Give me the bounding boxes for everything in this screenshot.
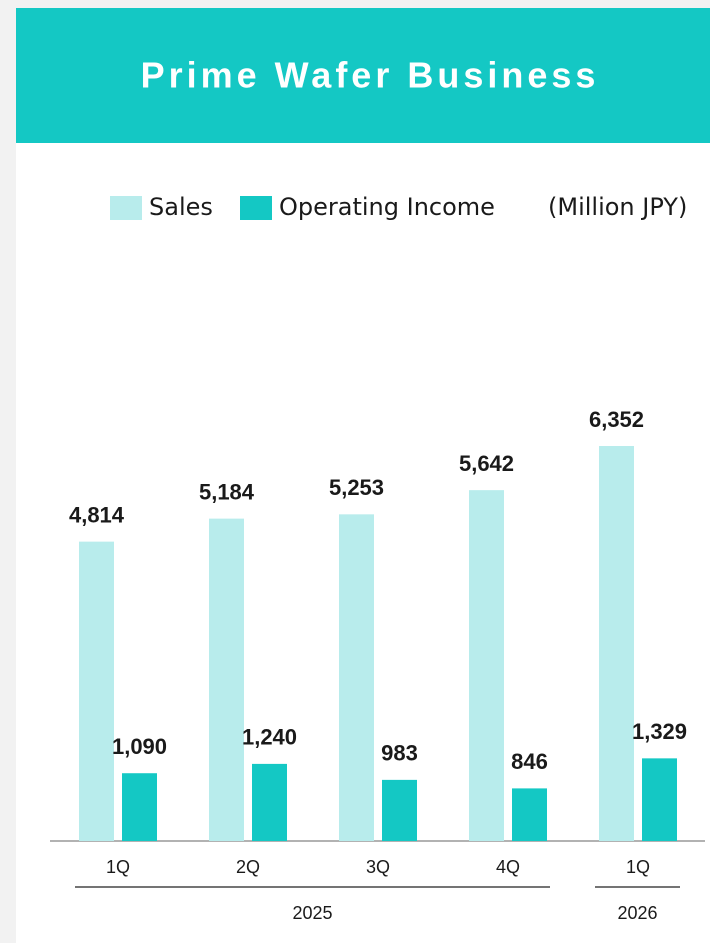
bar (339, 514, 374, 841)
bar (599, 446, 634, 841)
bar (382, 779, 417, 841)
x-tick-label: 4Q (496, 857, 520, 877)
data-label: 983 (381, 741, 418, 766)
unit-label: (Million JPY) (548, 193, 687, 221)
data-label: 6,352 (589, 407, 644, 432)
group-label: 2026 (617, 903, 657, 923)
data-label: 5,642 (459, 451, 514, 476)
bar (512, 788, 547, 841)
data-label: 846 (511, 749, 548, 774)
data-label: 1,329 (632, 719, 687, 744)
x-tick-label: 3Q (366, 857, 390, 877)
legend-swatch (110, 196, 142, 220)
data-label: 1,240 (242, 725, 297, 750)
legend-swatch (240, 196, 272, 220)
header (16, 8, 710, 143)
data-label: 4,814 (69, 502, 125, 527)
data-label: 5,184 (199, 479, 255, 504)
chart-title: Prime Wafer Business (141, 55, 600, 96)
legend-label: Operating Income (279, 193, 495, 221)
x-tick-label: 2Q (236, 857, 260, 877)
data-label: 1,090 (112, 734, 167, 759)
x-tick-label: 1Q (626, 857, 650, 877)
group-label: 2025 (292, 903, 332, 923)
legend-label: Sales (149, 193, 213, 221)
bar (209, 518, 244, 841)
bar (79, 541, 114, 841)
bar (642, 758, 677, 841)
data-label: 5,253 (329, 475, 384, 500)
bar (122, 773, 157, 841)
bar (469, 490, 504, 841)
x-tick-label: 1Q (106, 857, 130, 877)
bar (252, 763, 287, 841)
